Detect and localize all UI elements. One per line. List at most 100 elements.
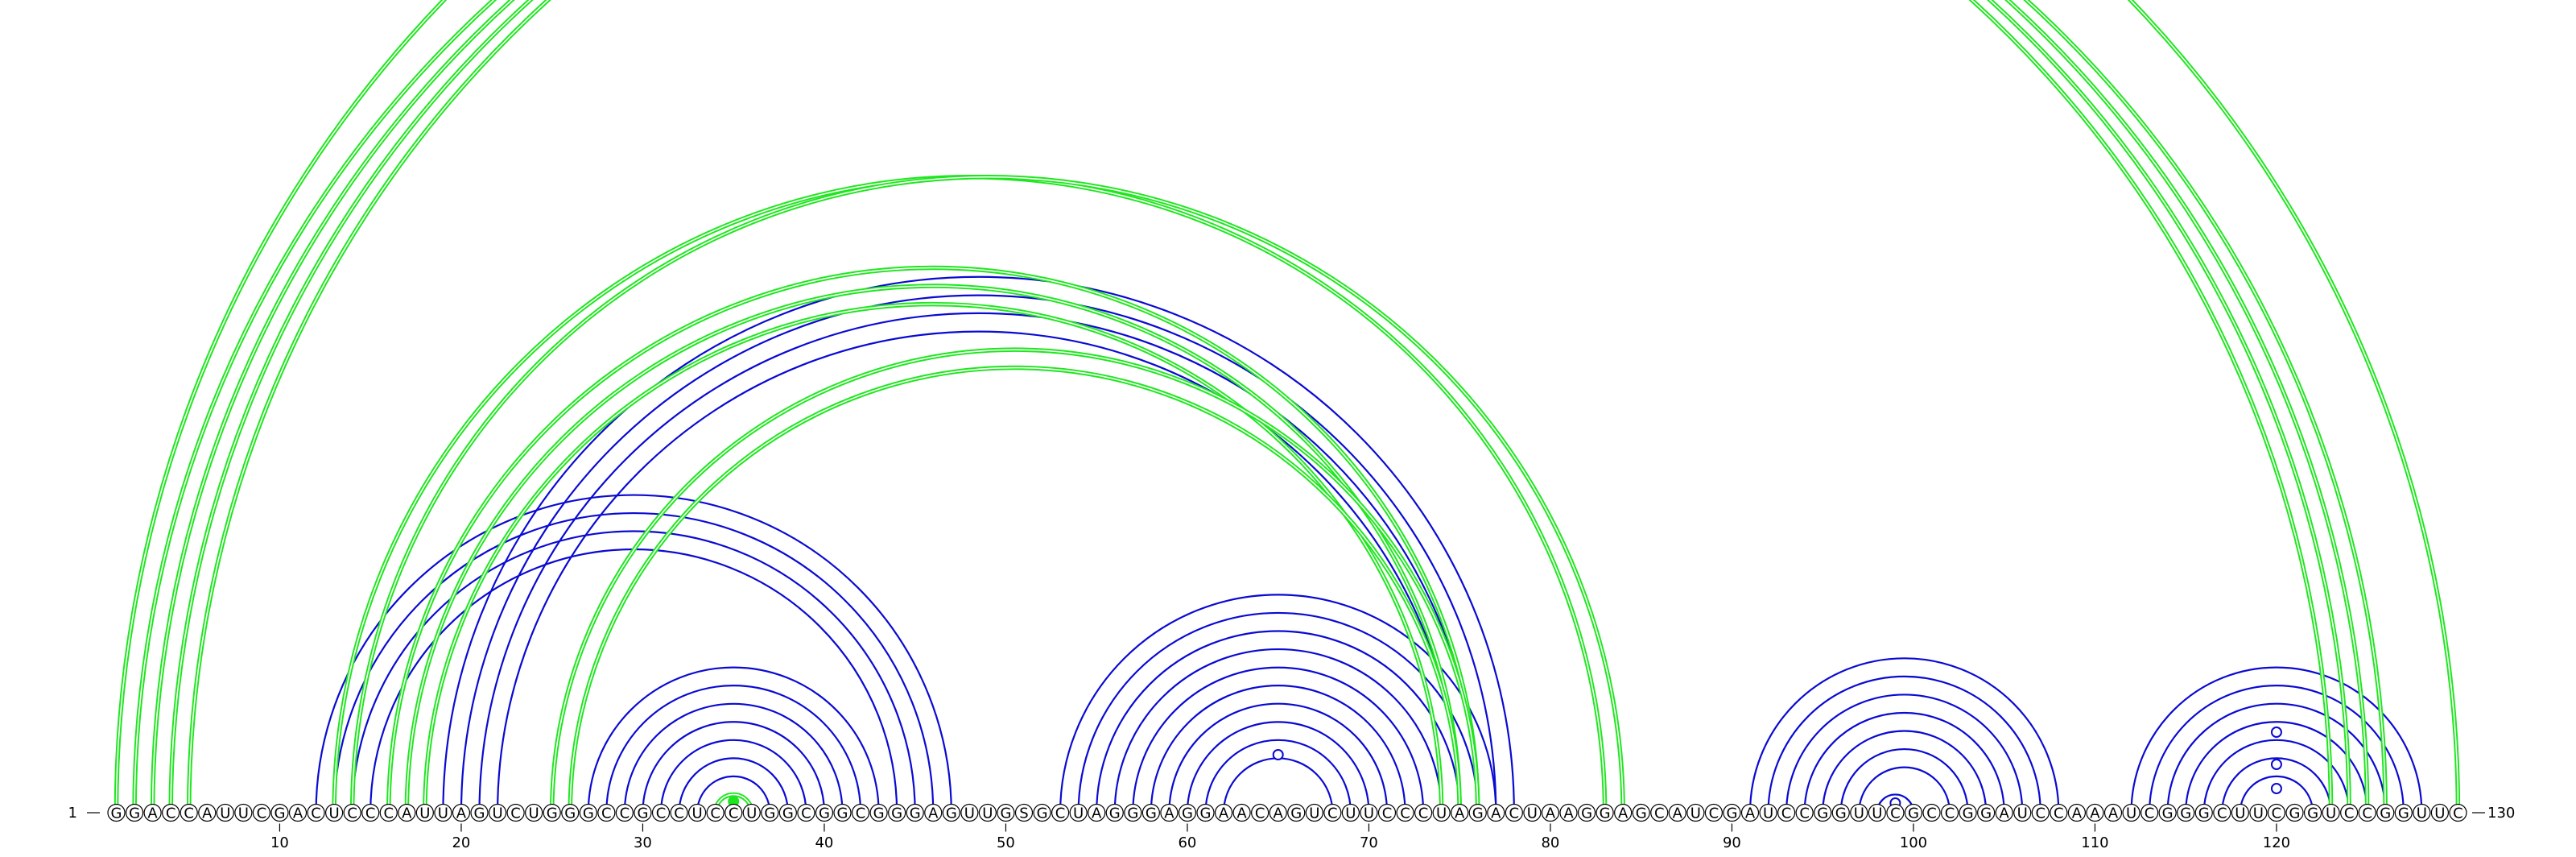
nucleotide-circle	[2158, 803, 2177, 822]
blue-pair-arc	[1132, 666, 1425, 814]
nucleotide-letter: G	[547, 805, 558, 822]
axis-tick-label: 60	[1178, 834, 1196, 851]
nucleotide-circle	[706, 803, 724, 822]
nucleotide-circle	[1940, 803, 1959, 822]
nucleotide-letter: U	[2126, 805, 2136, 822]
nucleotide-letter: C	[1890, 805, 1901, 822]
nucleotide-letter: U	[982, 805, 993, 822]
nucleotide-letter: C	[710, 805, 720, 822]
axis-tick-label: 40	[815, 834, 833, 851]
nucleotide-letter: C	[2344, 805, 2355, 822]
nucleotide-letter: G	[1127, 805, 1138, 822]
nucleotide-letter: C	[1418, 805, 1429, 822]
nucleotide-circle	[1360, 803, 1378, 822]
nucleotide-letter: A	[1745, 805, 1756, 822]
nucleotide-circle	[687, 803, 707, 822]
nucleotide-letter: G	[764, 805, 775, 822]
nucleotide-letter: C	[184, 805, 194, 822]
nucleotide-circle	[2449, 803, 2467, 822]
axis-tick-label: 10	[270, 834, 289, 851]
nucleotide-circle	[2031, 803, 2050, 822]
nucleotide-circle	[942, 803, 960, 822]
nucleotide-letter: A	[456, 805, 467, 822]
nucleotide-letter: U	[1763, 805, 1773, 822]
nucleotide-circle	[2067, 803, 2086, 822]
nucleotide-letter: G	[837, 805, 848, 822]
nucleotide-letter: G	[910, 805, 921, 822]
nucleotide-letter: A	[2108, 805, 2119, 822]
axis-tick-label: 70	[1360, 834, 1378, 851]
axis-tick-label: 50	[997, 834, 1015, 851]
nucleotide-circle	[180, 803, 198, 822]
nucleotide-letter: C	[1255, 805, 1265, 822]
nucleotide-letter: C	[365, 805, 376, 822]
nucleotide-circle	[851, 803, 870, 822]
arc-gap	[569, 366, 1460, 814]
nucleotide-letter: C	[2453, 805, 2463, 822]
nucleotide-letter: A	[1491, 805, 1501, 822]
nucleotide-circle	[1051, 803, 1070, 822]
nucleotide-circle	[452, 803, 471, 822]
axis-tick-label: 100	[1900, 834, 1927, 851]
nucleotide-circle	[1323, 803, 1342, 822]
nucleotide-letter: C	[1509, 805, 1520, 822]
nucleotide-circle	[1523, 803, 1542, 822]
nucleotide-letter: U	[2417, 805, 2427, 822]
nucleotide-letter: U	[529, 805, 539, 822]
nucleotide-letter: G	[1835, 805, 1847, 822]
nucleotide-circle	[1287, 803, 1306, 822]
nucleotide-circle	[1922, 803, 1941, 822]
nucleotide-circle	[2322, 803, 2340, 822]
blue-pair-arc	[2166, 702, 2387, 814]
nucleotide-circle	[1341, 803, 1360, 822]
nucleotide-circle	[325, 803, 344, 822]
nucleotide-letter: G	[1581, 805, 1592, 822]
nucleotide-letter: U	[1309, 805, 1319, 822]
nucleotide-circle	[2122, 803, 2140, 822]
nucleotide-letter: C	[601, 805, 612, 822]
blue-pair-arc	[1748, 657, 2060, 814]
blue-pair-arc	[642, 721, 826, 814]
nucleotide-letter: C	[510, 805, 521, 822]
nucleotide-letter: A	[2000, 805, 2010, 822]
nucleotide-circle	[1468, 803, 1487, 822]
nucleotide-letter: G	[2398, 805, 2409, 822]
nucleotide-circle	[561, 803, 580, 822]
nucleotide-circle	[198, 803, 217, 822]
nucleotide-letter: C	[2054, 805, 2064, 822]
nucleotide-letter: A	[1092, 805, 1102, 822]
nucleotide-letter: C	[620, 805, 630, 822]
arcs-layer	[114, 0, 2461, 814]
nucleotide-circle	[1632, 803, 1650, 822]
nucleotide-circle	[2285, 803, 2304, 822]
nucleotide-letter: U	[492, 805, 502, 822]
blue-pair-arc	[1113, 648, 1443, 814]
nucleotide-circle	[1251, 803, 1269, 822]
blue-pair-arc	[1204, 739, 1352, 814]
nucleotide-letter: A	[202, 805, 213, 822]
nucleotide-letter: A	[2090, 805, 2100, 822]
nucleotide-circle	[1105, 803, 1124, 822]
nucleotide-letter: A	[1673, 805, 1683, 822]
nucleotide-letter: U	[964, 805, 975, 822]
nucleotide-letter: U	[746, 805, 757, 822]
nucleotide-letter: G	[946, 805, 957, 822]
nucleotide-circle	[1977, 803, 1996, 822]
nucleotide-circle	[234, 803, 253, 822]
nucleotide-letter: G	[1908, 805, 1919, 822]
nucleotide-circle	[1959, 803, 1977, 822]
blue-pair-arc	[1839, 747, 1969, 814]
pair-marker-dot	[2270, 783, 2282, 794]
pair-marker-dot	[1272, 749, 1284, 760]
arc-gap	[551, 349, 1479, 814]
blue-pair-arc	[1803, 711, 2005, 814]
markers-layer	[728, 727, 2282, 809]
nucleotide-letter: C	[1926, 805, 1937, 822]
nucleotide-circle	[1559, 803, 1578, 822]
nucleotide-letter: U	[1436, 805, 1447, 822]
nucleotide-letter: G	[1726, 805, 1737, 822]
arc-gap	[406, 285, 1460, 814]
blue-pair-arc	[442, 275, 1515, 814]
nucleotide-circle	[415, 803, 434, 822]
blue-pair-arc	[1767, 675, 2041, 814]
